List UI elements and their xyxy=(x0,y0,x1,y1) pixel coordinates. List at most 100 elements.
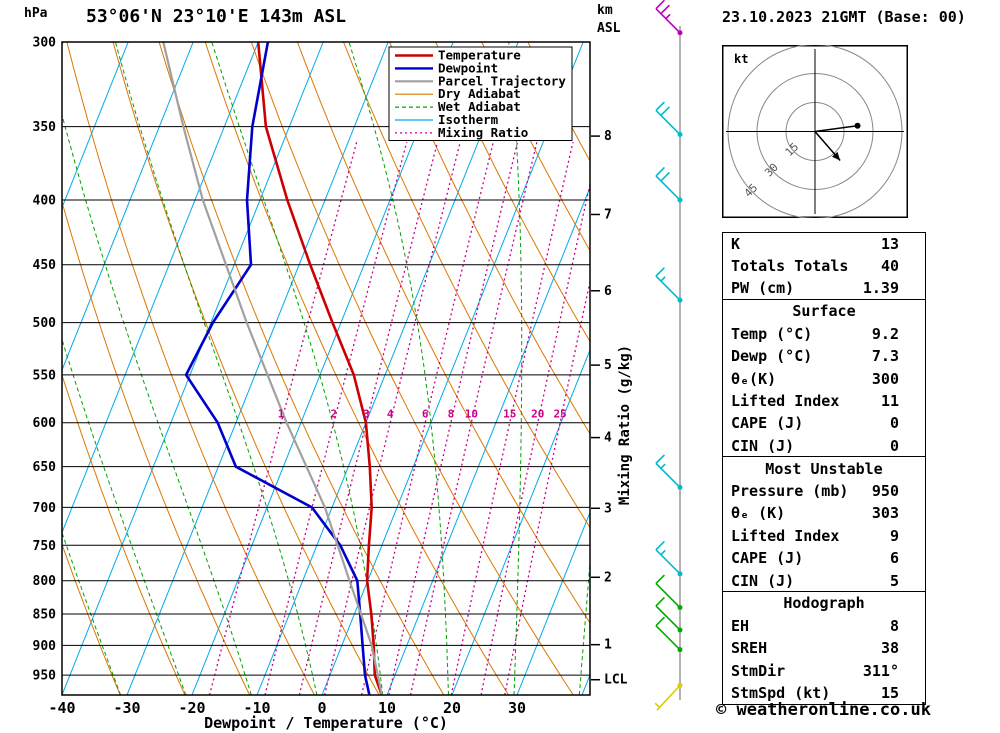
pressure-tick-label: 700 xyxy=(33,501,57,516)
wind-barb xyxy=(655,166,683,203)
isotherms-group xyxy=(62,42,590,695)
axis-labels: 3003504004505005506006507007508008509009… xyxy=(33,36,633,733)
pressure-tick-label: 400 xyxy=(33,194,57,209)
table-row: SREH 38 xyxy=(723,637,925,659)
station-title: 53°06'N 23°10'E 143m ASL xyxy=(86,6,347,27)
temp-tick-label: -30 xyxy=(113,699,140,717)
wind-barb xyxy=(654,682,683,711)
stat-label: K xyxy=(731,234,741,253)
km-tick-label: 7 xyxy=(604,207,612,222)
lcl-label: LCL xyxy=(604,673,628,688)
km-label: km xyxy=(597,3,613,18)
stat-value: 11 xyxy=(880,391,899,410)
copyright: © weatheronline.co.uk xyxy=(716,700,931,720)
pressure-tick-label: 450 xyxy=(33,258,57,273)
mixing-ratio-value-label: 25 xyxy=(553,408,566,421)
stat-value: 7.3 xyxy=(871,347,899,366)
table-row: CAPE (J) 6 xyxy=(723,547,925,569)
pressure-axis-unit: hPa xyxy=(24,6,48,21)
stat-label: CIN (J) xyxy=(731,571,795,590)
temp-tick-label: -20 xyxy=(178,699,205,717)
dewpoint-curve xyxy=(184,42,371,695)
stat-label: Totals Totals xyxy=(731,257,849,276)
stat-label: CIN (J) xyxy=(731,436,795,455)
mixing-ratio-value-label: 15 xyxy=(503,408,516,421)
table-row: Pressure (mb) 950 xyxy=(723,480,925,502)
wind-barb xyxy=(655,267,683,303)
stat-value: 0 xyxy=(889,414,899,433)
pressure-tick-label: 300 xyxy=(33,36,57,51)
stats-panel: Surface Temp (°C) 9.2 Dewp (°C) 7.3 θₑ(K) 300 L… xyxy=(722,299,926,458)
stat-value: 0 xyxy=(889,436,899,455)
table-row: Totals Totals 40 xyxy=(723,255,925,277)
pressure-tick-label: 900 xyxy=(33,639,57,654)
km-tick-label: 6 xyxy=(604,284,612,299)
hodograph-dot xyxy=(854,122,861,129)
pressure-tick-label: 800 xyxy=(33,574,57,589)
stat-label: Dewp (°C) xyxy=(731,347,813,366)
km-tick-label: 1 xyxy=(604,638,612,653)
chart-border xyxy=(61,41,591,696)
pressure-tick-label: 500 xyxy=(33,316,57,331)
stat-label: Pressure (mb) xyxy=(731,481,849,500)
table-row: PW (cm) 1.39 xyxy=(723,277,925,299)
panel-title: Surface xyxy=(792,302,856,321)
stat-label: θₑ (K) xyxy=(731,504,786,523)
legend-item-label: Dewpoint xyxy=(438,60,498,75)
pressure-tick-label: 950 xyxy=(33,669,57,684)
hodograph-unit-label: kt xyxy=(734,52,748,66)
km-tick-label: 2 xyxy=(604,570,612,585)
stat-label: Lifted Index xyxy=(731,391,840,410)
temp-tick-label: 30 xyxy=(508,699,526,717)
stat-value: 38 xyxy=(880,639,899,658)
table-row: K 13 xyxy=(723,233,925,255)
pressure-tick-label: 850 xyxy=(33,608,57,623)
stats-panel: Most Unstable Pressure (mb) 950 θₑ (K) 303 Li… xyxy=(722,456,926,593)
temp-tick-label: 10 xyxy=(378,699,396,717)
temp-tick-label: 0 xyxy=(317,699,326,717)
mixing-ratio-group xyxy=(208,141,590,695)
wind-barb xyxy=(655,454,683,490)
km-tick-label: 8 xyxy=(604,129,612,144)
pressure-tick-label: 650 xyxy=(33,460,57,475)
pressure-tick-label: 750 xyxy=(33,539,57,554)
stats-panels: K 13 Totals Totals 40 PW (cm) 1.39 Surface Temp… xyxy=(722,231,926,706)
legend-item-label: Parcel Trajectory xyxy=(438,73,566,88)
parcel-curve xyxy=(162,42,383,695)
table-row: Dewp (°C) 7.3 xyxy=(723,345,925,367)
wind-barb xyxy=(655,540,683,577)
stat-value: 950 xyxy=(871,481,899,500)
stat-value: 311° xyxy=(862,661,899,680)
table-row: CIN (J) 5 xyxy=(723,569,925,591)
legend-item-label: Mixing Ratio xyxy=(438,125,528,140)
stat-value: 15 xyxy=(880,684,899,702)
temp-tick-label: -10 xyxy=(243,699,270,717)
pressure-tick-label: 350 xyxy=(33,120,57,135)
stat-label: Temp (°C) xyxy=(731,324,813,343)
table-row: EH 8 xyxy=(723,615,925,637)
pressure-tick-label: 550 xyxy=(33,368,57,383)
legend-item-label: Dry Adiabat xyxy=(438,86,521,101)
table-row: StmSpd (kt) 15 xyxy=(723,682,925,704)
mixing-ratio-axis-title: Mixing Ratio (g/kg) xyxy=(617,345,633,505)
stat-value: 300 xyxy=(871,369,899,388)
mixing-ratio-value-label: 2 xyxy=(330,408,337,421)
temp-tick-label: -40 xyxy=(48,699,75,717)
stats-panel: Hodograph EH 8 SREH 38 StmDir 311° StmSpd (kt) 1… xyxy=(722,591,926,706)
wind-barb xyxy=(655,596,683,633)
km-tick-label: 4 xyxy=(604,431,612,446)
x-axis-title: Dewpoint / Temperature (°C) xyxy=(204,714,448,732)
arrow-head-icon xyxy=(831,151,841,161)
km-axis-unit: km ASL xyxy=(597,2,620,38)
stat-value: 13 xyxy=(880,234,899,253)
stat-label: SREH xyxy=(731,639,768,658)
km-tick-label: 5 xyxy=(604,358,612,373)
stat-value: 8 xyxy=(889,616,899,635)
mixing-ratio-value-label: 20 xyxy=(531,408,544,421)
legend-item-label: Isotherm xyxy=(438,112,499,127)
wind-barb xyxy=(655,101,683,137)
table-row: CIN (J) 0 xyxy=(723,435,925,457)
asl-label: ASL xyxy=(597,21,621,36)
